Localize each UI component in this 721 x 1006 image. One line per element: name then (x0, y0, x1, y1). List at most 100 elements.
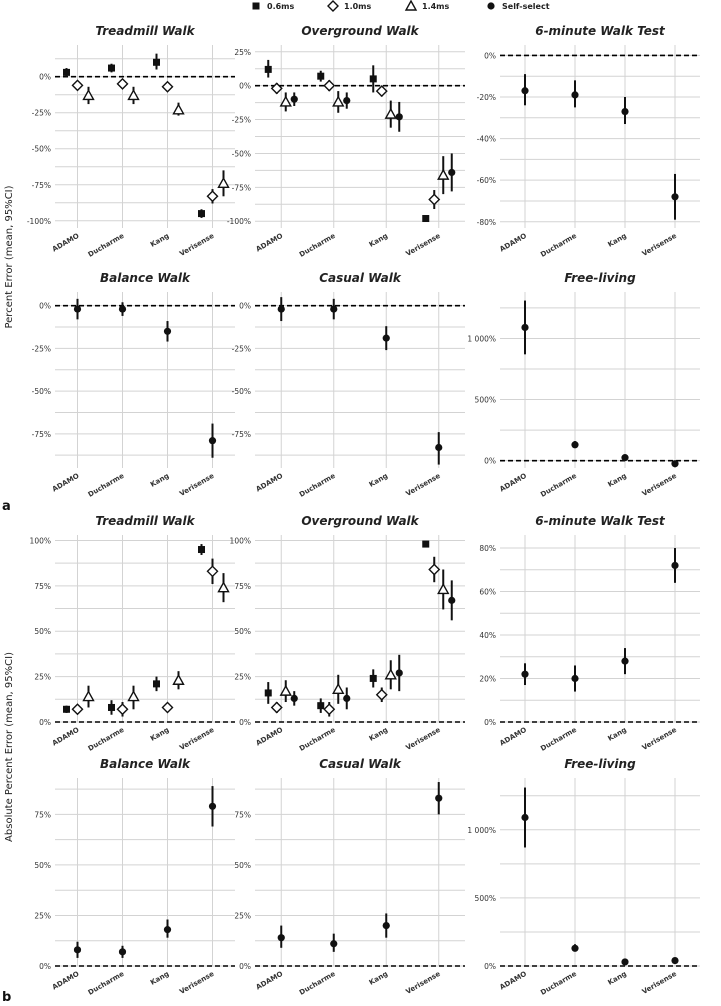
y-tick-label: -80% (477, 218, 496, 227)
y-tick-label: -40% (477, 135, 496, 144)
x-tick-label-ducharme: Ducharme (298, 472, 337, 499)
series-self-select (290, 92, 456, 192)
point-verisense (198, 210, 205, 218)
point-verisense (428, 563, 441, 576)
x-tick-label-adamo: ADAMO (51, 970, 81, 992)
x-tick-label-adamo: ADAMO (51, 726, 81, 748)
point-verisense (437, 583, 450, 595)
point-ducharme (108, 64, 115, 72)
legend-label: 0.6ms (267, 2, 295, 11)
series-0-6ms (264, 59, 430, 223)
y-tick-label: 0% (239, 82, 251, 91)
point-kang (369, 674, 377, 682)
y-tick-label: 0% (239, 718, 251, 727)
point-adamo (279, 95, 292, 107)
point-verisense (448, 596, 456, 604)
y-tick-label: -20% (477, 93, 496, 102)
x-tick-label-ducharme: Ducharme (87, 232, 126, 259)
panel-b-casual-walk: Casual Walk 0% 25% 50% 75% ADAMO Ducharme Kang V… (234, 757, 465, 997)
point-verisense (217, 176, 230, 189)
y-tick-label: -75% (232, 183, 251, 192)
y-tick-label: 50% (34, 627, 51, 636)
point-verisense (437, 168, 450, 180)
point-ducharme (317, 702, 325, 710)
point-ducharme (127, 690, 140, 702)
legend-marker-diamond (327, 0, 339, 12)
panel-title: Free-living (564, 271, 636, 285)
x-tick-label-adamo: ADAMO (498, 970, 528, 992)
y-tick-label: -25% (232, 116, 251, 125)
y-tick-label: 25% (34, 673, 51, 682)
panel-title: Overground Walk (301, 514, 419, 528)
panel-title: Treadmill Walk (95, 514, 195, 528)
x-tick-label-adamo: ADAMO (255, 970, 285, 992)
y-tick-label: 75% (34, 582, 51, 591)
y-tick-label: 0% (484, 718, 496, 727)
point-ducharme (118, 948, 127, 956)
x-tick-label-kang: Kang (607, 232, 628, 249)
series-self-select (521, 300, 679, 468)
y-tick-label: -25% (32, 109, 51, 118)
point-kang (172, 673, 185, 685)
point-kang (375, 85, 388, 98)
series-0-6ms (63, 544, 205, 715)
y-tick-label: 50% (234, 861, 251, 870)
point-ducharme (323, 703, 336, 716)
point-ducharme (118, 305, 127, 313)
y-tick-label: 40% (479, 631, 496, 640)
series-1-0ms (71, 77, 219, 204)
point-kang (161, 701, 174, 714)
x-tick-label-verisense: Verisense (404, 970, 442, 996)
y-tick-label: -50% (32, 387, 51, 396)
point-verisense (428, 193, 441, 206)
y-tick-label: -75% (32, 181, 51, 190)
point-ducharme (571, 91, 579, 99)
series-self-select (521, 74, 679, 220)
point-ducharme (332, 682, 345, 695)
legend-item-0-6ms: 0.6ms (252, 2, 295, 11)
x-tick-label-verisense: Verisense (178, 232, 216, 258)
point-ducharme (330, 940, 338, 948)
point-adamo (290, 95, 298, 103)
point-verisense (435, 443, 443, 452)
y-tick-label: 25% (234, 673, 251, 682)
x-tick-label-ducharme: Ducharme (298, 726, 337, 753)
point-kang (621, 107, 629, 116)
legend: 0.6ms 1.0ms 1.4ms Self-select (252, 0, 550, 12)
x-tick-label-kang: Kang (607, 726, 628, 743)
y-tick-label: 50% (234, 627, 251, 636)
x-tick-label-kang: Kang (607, 472, 628, 489)
series-0-6ms (63, 53, 205, 218)
point-ducharme (127, 88, 140, 101)
y-tick-label: -50% (232, 149, 251, 158)
point-ducharme (330, 305, 338, 313)
point-verisense (448, 168, 456, 177)
point-adamo (73, 946, 82, 954)
series-self-select (521, 548, 679, 692)
point-ducharme (343, 694, 351, 702)
x-tick-label-kang: Kang (368, 726, 389, 743)
point-kang (375, 688, 388, 701)
x-tick-label-adamo: ADAMO (498, 232, 528, 254)
point-adamo (264, 65, 272, 73)
y-axis-label-b: Absolute Percent Error (mean, 95%CI) (4, 652, 15, 842)
point-kang (621, 454, 629, 462)
series-1-0ms (71, 558, 219, 717)
x-tick-label-ducharme: Ducharme (539, 472, 578, 499)
x-tick-label-adamo: ADAMO (255, 472, 285, 494)
x-tick-label-verisense: Verisense (404, 472, 442, 498)
point-adamo (277, 934, 285, 942)
point-adamo (82, 690, 95, 702)
point-adamo (270, 82, 283, 95)
x-tick-label-ducharme: Ducharme (87, 726, 126, 753)
x-tick-label-kang: Kang (149, 472, 170, 489)
point-kang (395, 669, 403, 677)
legend-marker-circle (487, 2, 495, 10)
y-tick-label: 50% (34, 861, 51, 870)
y-tick-label: 1 000% (467, 826, 496, 835)
legend-label: 1.0ms (344, 2, 372, 11)
point-adamo (521, 813, 529, 822)
x-tick-label-ducharme: Ducharme (298, 232, 337, 259)
x-tick-label-kang: Kang (607, 970, 628, 987)
series-self-select (73, 298, 217, 458)
